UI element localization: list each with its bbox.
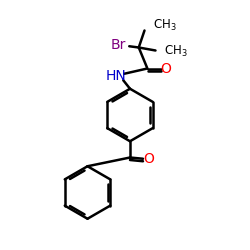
Text: O: O — [160, 62, 172, 76]
Text: CH$_3$: CH$_3$ — [164, 44, 188, 59]
Text: O: O — [143, 152, 154, 166]
Text: HN: HN — [106, 69, 127, 83]
Text: Br: Br — [111, 38, 126, 52]
Text: CH$_3$: CH$_3$ — [153, 18, 177, 33]
